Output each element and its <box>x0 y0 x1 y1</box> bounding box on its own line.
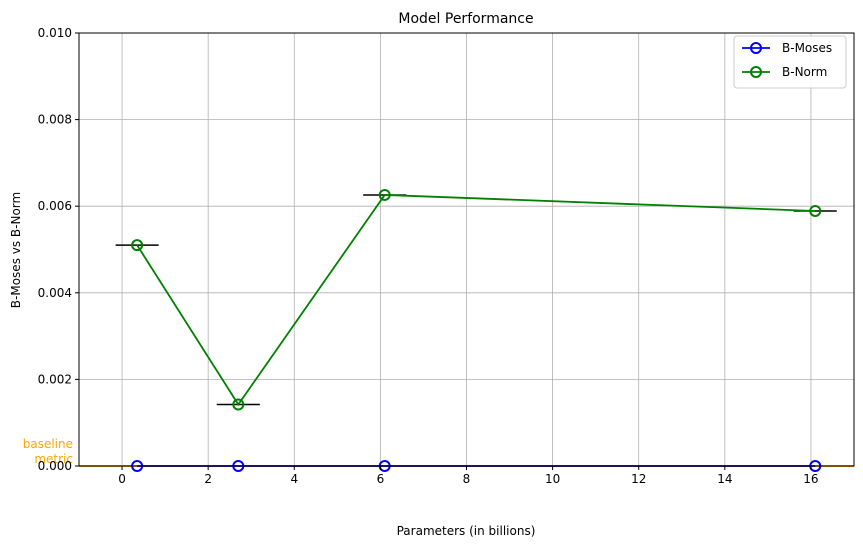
data-point-0 <box>131 239 144 252</box>
baseline-label-line1: baseline <box>23 437 73 451</box>
axes: 0 2 4 6 8 10 12 14 16 0.000 0.002 0.004 0.006 0.008 0.… <box>38 26 819 486</box>
x-tick-label-4: 8 <box>463 472 471 486</box>
x-tick-label-2: 4 <box>290 472 298 486</box>
legend-box <box>733 35 847 89</box>
x-tick-label-7: 14 <box>717 472 732 486</box>
legend-label: B-Norm <box>782 65 827 79</box>
x-axis-label: Parameters (in billions) <box>397 524 536 538</box>
legend: B-Moses B-Norm <box>733 35 847 89</box>
data-point-1 <box>232 398 245 411</box>
legend-label: B-Moses <box>782 41 832 55</box>
data-point-3 <box>809 204 822 217</box>
y-tick-label-2: 0.004 <box>38 286 72 300</box>
legend-marker <box>750 42 762 54</box>
y-tick-label-1: 0.002 <box>38 372 72 386</box>
x-tick-label-8: 16 <box>803 472 818 486</box>
x-tick-label-0: 0 <box>118 472 126 486</box>
series-b-norm <box>115 188 837 411</box>
series-line <box>136 194 816 407</box>
legend-item-b-moses: B-Moses <box>742 41 832 55</box>
data-point-2 <box>378 188 391 201</box>
legend-marker <box>750 66 762 78</box>
y-tick-label-0: 0.000 <box>38 459 72 473</box>
y-tick-label-5: 0.010 <box>38 26 72 40</box>
x-tick-label-6: 12 <box>631 472 646 486</box>
y-axis-label: B-Moses vs B-Norm <box>9 192 23 308</box>
x-tick-label-1: 2 <box>204 472 212 486</box>
legend-item-b-norm: B-Norm <box>742 65 827 79</box>
y-tick-label-3: 0.006 <box>38 199 72 213</box>
chart-title: Model Performance <box>398 11 533 27</box>
x-tick-label-3: 6 <box>377 472 385 486</box>
x-tick-label-5: 10 <box>545 472 560 486</box>
y-tick-label-4: 0.008 <box>38 113 72 127</box>
baseline-label-line2: metric <box>34 452 73 466</box>
